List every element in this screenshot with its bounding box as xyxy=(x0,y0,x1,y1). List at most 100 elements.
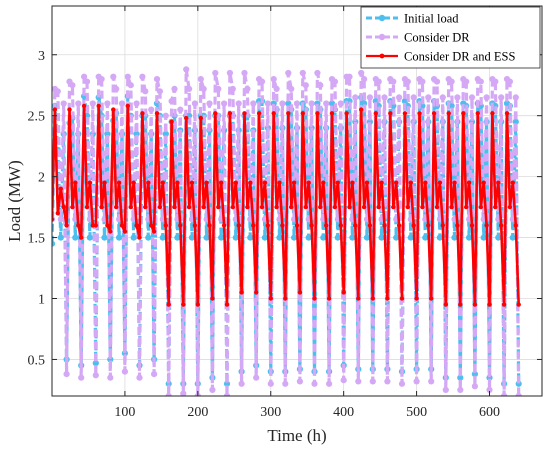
series-layer xyxy=(52,66,522,396)
data-point xyxy=(110,73,117,80)
data-point xyxy=(261,234,268,241)
data-point xyxy=(116,180,122,185)
data-point xyxy=(326,296,332,301)
data-point xyxy=(458,302,463,307)
data-point xyxy=(305,234,312,241)
data-point xyxy=(140,111,145,116)
data-point xyxy=(273,85,280,92)
data-point xyxy=(404,78,411,85)
data-point xyxy=(215,85,222,92)
data-point xyxy=(394,180,399,185)
data-point xyxy=(251,223,256,228)
data-point xyxy=(425,94,432,101)
data-point xyxy=(258,78,266,85)
data-point xyxy=(213,111,218,116)
legend-item-2: Consider DR xyxy=(366,31,470,45)
data-point xyxy=(309,223,314,228)
data-point xyxy=(364,180,370,185)
data-point xyxy=(99,204,104,210)
data-point xyxy=(396,223,402,228)
data-point xyxy=(366,94,373,101)
data-point xyxy=(142,88,149,95)
data-point xyxy=(331,78,338,85)
legend-item-3: Consider DR and ESS xyxy=(366,50,516,64)
data-point xyxy=(184,115,189,121)
data-point xyxy=(332,204,338,210)
data-point xyxy=(496,180,501,185)
data-point xyxy=(401,98,408,105)
data-point xyxy=(70,204,75,210)
data-point xyxy=(245,204,250,210)
data-point xyxy=(121,368,128,375)
data-point xyxy=(241,69,248,77)
data-point xyxy=(274,204,279,210)
data-point xyxy=(293,100,301,107)
data-point xyxy=(133,100,140,107)
data-point xyxy=(76,223,81,228)
data-point xyxy=(127,82,134,89)
data-point xyxy=(282,380,289,387)
data-point xyxy=(373,111,378,116)
data-point xyxy=(75,100,82,107)
data-point xyxy=(399,296,405,301)
data-point xyxy=(136,374,143,381)
data-point xyxy=(153,76,161,83)
data-point xyxy=(163,223,168,228)
data-point xyxy=(469,223,475,228)
data-point xyxy=(407,234,414,241)
data-point xyxy=(174,234,181,241)
data-point xyxy=(204,180,209,185)
data-point xyxy=(361,76,368,83)
data-point xyxy=(449,204,454,210)
data-point xyxy=(314,69,321,77)
data-point xyxy=(122,229,128,234)
data-point xyxy=(104,100,111,107)
data-point xyxy=(378,234,385,241)
data-point xyxy=(264,100,271,107)
data-point xyxy=(116,234,123,241)
data-point xyxy=(306,180,311,185)
data-point xyxy=(411,223,416,228)
data-point xyxy=(461,111,466,116)
y-tick-label: 3 xyxy=(38,49,45,64)
data-point xyxy=(501,392,508,396)
data-point xyxy=(191,100,198,107)
data-point xyxy=(512,94,519,101)
legend-marker xyxy=(378,14,386,22)
data-point xyxy=(89,100,96,107)
data-point xyxy=(390,78,397,85)
data-point xyxy=(457,386,464,393)
x-tick-label: 100 xyxy=(114,405,135,420)
data-point xyxy=(223,392,231,396)
x-tick-label: 300 xyxy=(260,405,281,420)
data-point xyxy=(92,372,99,379)
data-point xyxy=(92,360,99,367)
data-point xyxy=(52,240,56,247)
data-point xyxy=(102,180,107,185)
data-point xyxy=(254,290,259,295)
data-point xyxy=(168,98,175,105)
data-point xyxy=(54,88,61,95)
axis-ticks: 100 200 300 400 500 600 0.5 1 1.5 2 2.5 3 xyxy=(28,6,542,420)
data-point xyxy=(256,111,262,116)
y-axis-title: Load (MW) xyxy=(5,160,24,242)
data-point xyxy=(317,82,324,89)
data-point xyxy=(232,234,239,241)
legend-label: Consider DR and ESS xyxy=(404,50,516,64)
data-point xyxy=(440,223,445,228)
data-point xyxy=(52,107,58,112)
data-point xyxy=(271,111,276,116)
data-point xyxy=(477,78,484,85)
data-point xyxy=(472,302,478,307)
data-point xyxy=(379,180,384,185)
data-point xyxy=(419,78,426,85)
data-point xyxy=(493,204,498,210)
data-point xyxy=(262,180,268,185)
data-point xyxy=(81,103,87,109)
data-point xyxy=(277,180,282,185)
data-point xyxy=(177,106,184,113)
data-point xyxy=(125,103,130,109)
data-point xyxy=(484,223,489,228)
data-point xyxy=(480,234,487,241)
data-point xyxy=(283,296,288,301)
